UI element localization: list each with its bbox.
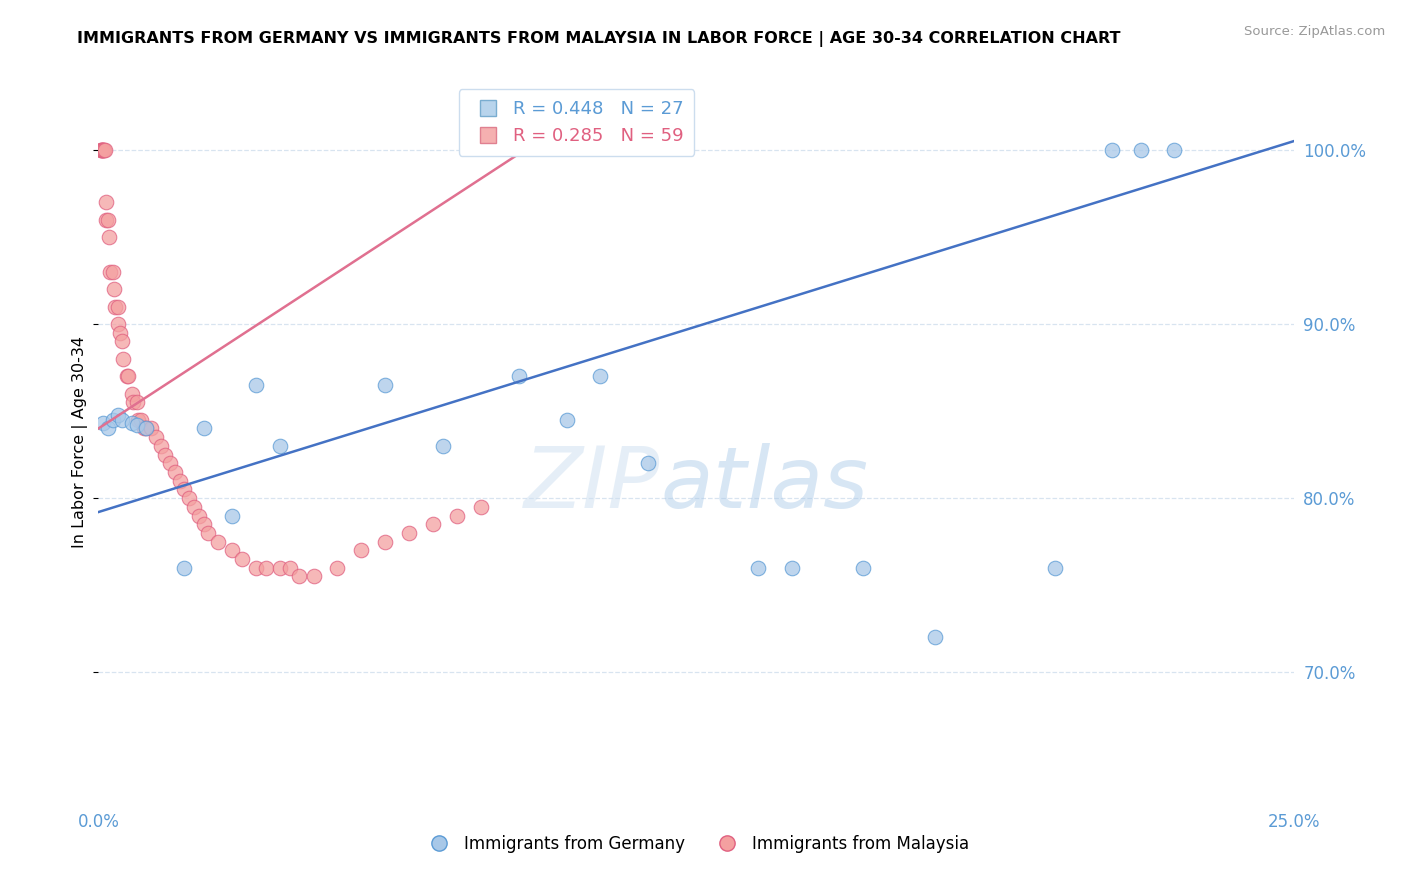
Point bbox=[163, 465, 186, 479]
Point bbox=[254, 561, 277, 575]
Point bbox=[207, 534, 229, 549]
Point bbox=[115, 369, 138, 384]
Point bbox=[193, 517, 215, 532]
Text: Source: ZipAtlas.com: Source: ZipAtlas.com bbox=[1244, 25, 1385, 38]
Point bbox=[91, 143, 114, 157]
Point bbox=[149, 439, 172, 453]
Point bbox=[1043, 561, 1066, 575]
Point bbox=[221, 508, 243, 523]
Point bbox=[145, 430, 167, 444]
Point bbox=[94, 143, 117, 157]
Text: atlas: atlas bbox=[661, 443, 868, 526]
Point bbox=[470, 500, 492, 514]
Point bbox=[97, 421, 120, 435]
Legend: Immigrants from Germany, Immigrants from Malaysia: Immigrants from Germany, Immigrants from… bbox=[416, 828, 976, 860]
Point bbox=[131, 413, 153, 427]
Point bbox=[221, 543, 243, 558]
Point bbox=[924, 631, 946, 645]
Text: ZIP: ZIP bbox=[524, 443, 661, 526]
Point bbox=[432, 439, 454, 453]
Point bbox=[187, 508, 209, 523]
Point bbox=[159, 456, 181, 470]
Point bbox=[121, 417, 143, 431]
Point bbox=[326, 561, 349, 575]
Point bbox=[121, 395, 143, 409]
Point bbox=[117, 369, 139, 384]
Point bbox=[125, 417, 148, 432]
Point bbox=[101, 265, 124, 279]
Point bbox=[780, 561, 803, 575]
Point bbox=[288, 569, 311, 583]
Point bbox=[852, 561, 875, 575]
Point bbox=[112, 351, 135, 366]
Point bbox=[91, 143, 114, 157]
Point bbox=[193, 421, 215, 435]
Point bbox=[90, 143, 112, 157]
Text: IMMIGRANTS FROM GERMANY VS IMMIGRANTS FROM MALAYSIA IN LABOR FORCE | AGE 30-34 C: IMMIGRANTS FROM GERMANY VS IMMIGRANTS FR… bbox=[77, 31, 1121, 47]
Point bbox=[94, 212, 117, 227]
Point bbox=[183, 500, 205, 514]
Point bbox=[169, 474, 191, 488]
Point bbox=[350, 543, 373, 558]
Point bbox=[422, 517, 444, 532]
Point bbox=[269, 561, 291, 575]
Point bbox=[179, 491, 201, 505]
Point bbox=[197, 525, 219, 540]
Point bbox=[107, 300, 129, 314]
Point bbox=[747, 561, 769, 575]
Point bbox=[135, 421, 157, 435]
Point bbox=[278, 561, 301, 575]
Point bbox=[104, 300, 127, 314]
Point bbox=[98, 265, 122, 279]
Point bbox=[121, 386, 143, 401]
Point bbox=[374, 378, 396, 392]
Point bbox=[508, 369, 530, 384]
Point bbox=[155, 448, 177, 462]
Point bbox=[111, 334, 134, 349]
Point bbox=[1101, 143, 1123, 157]
Point bbox=[90, 143, 112, 157]
Point bbox=[446, 508, 468, 523]
Point bbox=[135, 421, 157, 435]
Point bbox=[108, 326, 131, 340]
Point bbox=[97, 230, 120, 244]
Point bbox=[302, 569, 325, 583]
Point bbox=[173, 483, 195, 497]
Point bbox=[231, 552, 253, 566]
Point bbox=[91, 143, 114, 157]
Point bbox=[269, 439, 291, 453]
Point bbox=[245, 378, 267, 392]
Point bbox=[1163, 143, 1185, 157]
Point bbox=[139, 421, 162, 435]
Point bbox=[1129, 143, 1152, 157]
Point bbox=[127, 413, 149, 427]
Point bbox=[97, 212, 120, 227]
Point bbox=[90, 143, 112, 157]
Point bbox=[107, 408, 129, 422]
Point bbox=[111, 413, 134, 427]
Point bbox=[94, 195, 117, 210]
Point bbox=[589, 369, 612, 384]
Point bbox=[132, 421, 155, 435]
Point bbox=[91, 417, 114, 431]
Point bbox=[374, 534, 396, 549]
Point bbox=[93, 143, 115, 157]
Point bbox=[245, 561, 267, 575]
Point bbox=[173, 561, 195, 575]
Point bbox=[398, 525, 420, 540]
Y-axis label: In Labor Force | Age 30-34: In Labor Force | Age 30-34 bbox=[72, 335, 89, 548]
Point bbox=[101, 413, 124, 427]
Point bbox=[107, 317, 129, 331]
Point bbox=[637, 456, 659, 470]
Point bbox=[125, 395, 148, 409]
Point bbox=[103, 282, 125, 296]
Point bbox=[555, 413, 578, 427]
